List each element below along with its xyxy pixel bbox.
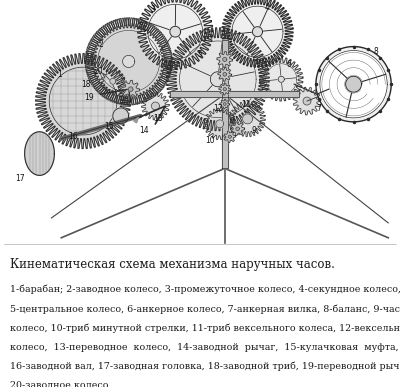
Polygon shape <box>222 39 228 168</box>
Text: 2: 2 <box>98 40 103 49</box>
Polygon shape <box>228 135 231 138</box>
Text: 14: 14 <box>139 126 148 135</box>
Polygon shape <box>278 76 284 82</box>
Text: колесо, 10-триб минутной стрелки, 11-триб вексельного колеса, 12-вексельное: колесо, 10-триб минутной стрелки, 11-три… <box>10 324 400 333</box>
Polygon shape <box>216 120 224 128</box>
Polygon shape <box>346 76 362 92</box>
Polygon shape <box>260 57 303 101</box>
Polygon shape <box>142 92 169 120</box>
Text: 3: 3 <box>150 5 155 14</box>
Polygon shape <box>166 28 269 131</box>
Polygon shape <box>204 108 236 140</box>
Text: 10: 10 <box>205 136 215 145</box>
Polygon shape <box>138 0 213 69</box>
Text: 19: 19 <box>84 92 94 102</box>
Polygon shape <box>170 91 299 97</box>
Polygon shape <box>170 26 180 37</box>
Text: 17: 17 <box>15 174 24 183</box>
Polygon shape <box>243 114 252 124</box>
Polygon shape <box>223 72 226 76</box>
Polygon shape <box>36 53 131 149</box>
Text: 16-заводной вал, 17-заводная головка, 18-заводной триб, 19-переводной рычаг,: 16-заводной вал, 17-заводная головка, 18… <box>10 362 400 372</box>
Text: 13: 13 <box>154 115 163 123</box>
Text: 5: 5 <box>198 50 202 59</box>
Polygon shape <box>293 87 321 115</box>
Text: 7: 7 <box>316 104 321 113</box>
Polygon shape <box>128 87 133 91</box>
Polygon shape <box>122 80 140 98</box>
Text: Кинематическая схема механизма наручных часов.: Кинематическая схема механизма наручных … <box>10 258 335 271</box>
Polygon shape <box>223 57 227 62</box>
Text: 1-барабан; 2-заводное колесо, 3-промежуточное колесо, 4-секундное колесо,: 1-барабан; 2-заводное колесо, 3-промежут… <box>10 284 400 294</box>
Text: 15: 15 <box>104 122 114 131</box>
Polygon shape <box>224 131 236 143</box>
Polygon shape <box>134 117 138 123</box>
Polygon shape <box>252 27 262 37</box>
Polygon shape <box>113 108 129 124</box>
Polygon shape <box>152 102 159 110</box>
Polygon shape <box>101 69 125 93</box>
Polygon shape <box>231 122 244 136</box>
Polygon shape <box>85 18 172 105</box>
Text: 6: 6 <box>287 60 292 69</box>
Text: колесо,  13-переводное  колесо,  14-заводной  рычаг,  15-кулачковая  муфта,: колесо, 13-переводное колесо, 14-заводно… <box>10 343 399 352</box>
Text: 18: 18 <box>81 80 91 89</box>
Text: 11: 11 <box>241 99 250 108</box>
Text: 5-центральное колесо, 6-анкерное колесо, 7-анкерная вилка, 8-баланс, 9-часовое: 5-центральное колесо, 6-анкерное колесо,… <box>10 305 400 314</box>
Polygon shape <box>303 97 311 105</box>
Text: 9: 9 <box>251 126 256 135</box>
Text: 20: 20 <box>93 67 103 76</box>
Polygon shape <box>218 67 232 81</box>
Polygon shape <box>217 51 233 67</box>
Polygon shape <box>230 101 265 137</box>
Text: 1: 1 <box>57 70 62 79</box>
Polygon shape <box>236 127 240 130</box>
Polygon shape <box>320 51 387 118</box>
Polygon shape <box>220 99 230 109</box>
Polygon shape <box>219 83 231 95</box>
Text: 8: 8 <box>374 47 379 56</box>
Polygon shape <box>25 132 54 175</box>
Polygon shape <box>222 0 293 67</box>
Text: 20-заводное колесо: 20-заводное колесо <box>10 381 108 387</box>
Text: 4: 4 <box>265 3 270 12</box>
Text: 16: 16 <box>68 132 78 141</box>
Text: 12: 12 <box>213 104 222 113</box>
Polygon shape <box>110 78 116 84</box>
Polygon shape <box>123 55 135 67</box>
Polygon shape <box>224 103 226 105</box>
Polygon shape <box>210 72 225 87</box>
Polygon shape <box>316 46 391 122</box>
Polygon shape <box>223 87 226 91</box>
